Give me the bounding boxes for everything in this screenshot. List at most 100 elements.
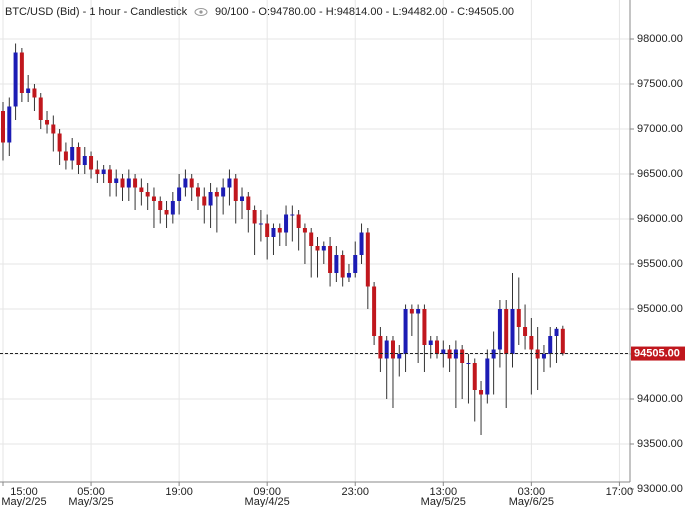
candle-body xyxy=(170,201,175,215)
candle-body xyxy=(296,214,301,228)
candle-body xyxy=(32,88,37,98)
candle-body xyxy=(70,147,75,161)
candle-body xyxy=(208,192,213,206)
candle-body xyxy=(258,223,263,225)
candle-body xyxy=(151,196,156,201)
candle-body xyxy=(95,169,100,174)
candle-body xyxy=(378,336,383,359)
candle-body xyxy=(460,349,465,363)
candle-body xyxy=(120,178,125,188)
candle-body xyxy=(447,349,452,359)
candle-body xyxy=(302,228,307,233)
candle-body xyxy=(334,255,339,273)
candle-body xyxy=(13,52,18,107)
candle-body xyxy=(529,336,534,350)
candle-body xyxy=(510,309,515,354)
x-tick-date: May/2/25 xyxy=(1,496,46,507)
candle-body xyxy=(409,309,414,314)
candle-body xyxy=(114,178,119,183)
candle-body xyxy=(265,223,270,237)
y-tick-label: 95000.00 xyxy=(637,303,683,315)
candle-body xyxy=(57,133,62,152)
x-tick-label: 09:00 xyxy=(253,486,281,498)
candle-body xyxy=(101,169,106,174)
candle-body xyxy=(390,340,395,359)
x-tick-label: 17:00 xyxy=(606,486,634,498)
y-tick-label: 98000.00 xyxy=(637,33,683,45)
candle-body xyxy=(435,340,440,354)
candle-body xyxy=(7,106,12,143)
candle-body xyxy=(554,328,559,336)
candle-body xyxy=(126,178,131,188)
y-tick-label: 97000.00 xyxy=(637,123,683,135)
candle-body xyxy=(221,187,226,197)
candle-body xyxy=(63,151,68,161)
chart-subtitle: 90/100 - O:94780.00 - H:94814.00 - L:944… xyxy=(215,6,514,18)
candle-body xyxy=(497,309,502,350)
candle-body xyxy=(45,120,50,125)
chart-title: BTC/USD (Bid) - 1 hour - Candlestick xyxy=(5,6,188,18)
candle-body xyxy=(1,111,5,143)
candle-body xyxy=(183,178,188,188)
candle-body xyxy=(523,327,528,336)
candle-body xyxy=(290,214,295,216)
y-tick-label: 95500.00 xyxy=(637,258,683,270)
y-tick-label: 96000.00 xyxy=(637,213,683,225)
candle-body xyxy=(328,246,333,273)
x-tick-label: 13:00 xyxy=(430,486,458,498)
candle-body xyxy=(133,178,138,188)
x-tick-date: May/6/25 xyxy=(509,496,554,507)
candle-body xyxy=(372,286,377,336)
candle-body xyxy=(504,309,509,354)
candle-body xyxy=(107,169,112,183)
x-tick-date: May/4/25 xyxy=(245,496,290,507)
candle-body xyxy=(252,210,257,224)
x-tick-date: May/5/25 xyxy=(421,496,466,507)
candle-body xyxy=(227,178,232,188)
candle-body xyxy=(384,340,389,359)
candle-body xyxy=(353,255,358,273)
candle-body xyxy=(214,192,219,197)
y-tick-label: 96500.00 xyxy=(637,168,683,180)
candle-body xyxy=(340,255,345,278)
x-tick-label: 19:00 xyxy=(165,486,193,498)
candle-body xyxy=(485,358,490,395)
candle-body xyxy=(233,178,238,201)
y-tick-label: 93000.00 xyxy=(637,483,683,495)
candle-body xyxy=(76,147,81,165)
candle-body xyxy=(277,228,282,233)
candle-body xyxy=(195,187,200,197)
y-tick-label: 93500.00 xyxy=(637,438,683,450)
candle-body xyxy=(365,232,370,287)
candle-body xyxy=(472,363,477,390)
candle-body xyxy=(177,187,182,201)
candle-body xyxy=(246,196,251,210)
candle-body xyxy=(19,52,24,93)
candle-body xyxy=(189,178,194,188)
y-tick-label: 97500.00 xyxy=(637,78,683,90)
candle-body xyxy=(441,349,446,354)
candle-body xyxy=(479,390,484,395)
candle-body xyxy=(202,196,207,206)
x-tick-label: 23:00 xyxy=(341,486,369,498)
current-price-box xyxy=(631,346,685,361)
candle-body xyxy=(38,97,43,120)
x-tick-date: May/3/25 xyxy=(68,496,113,507)
candle-body xyxy=(145,192,150,197)
candle-body xyxy=(516,309,521,327)
candle-body xyxy=(271,228,276,237)
candle-body xyxy=(491,349,496,359)
candle-body xyxy=(321,246,326,251)
candle-body xyxy=(26,88,31,93)
x-tick-label: 03:00 xyxy=(518,486,546,498)
candle-body xyxy=(466,363,471,364)
candle-body xyxy=(422,309,427,345)
candle-body xyxy=(240,196,245,201)
candle-body xyxy=(51,124,56,134)
candle-body xyxy=(309,232,314,246)
candle-body xyxy=(403,309,408,354)
candle-body xyxy=(89,156,94,170)
y-tick-label: 94000.00 xyxy=(637,393,683,405)
current-price-label: 94505.00 xyxy=(634,347,680,359)
candle-body xyxy=(164,210,169,215)
